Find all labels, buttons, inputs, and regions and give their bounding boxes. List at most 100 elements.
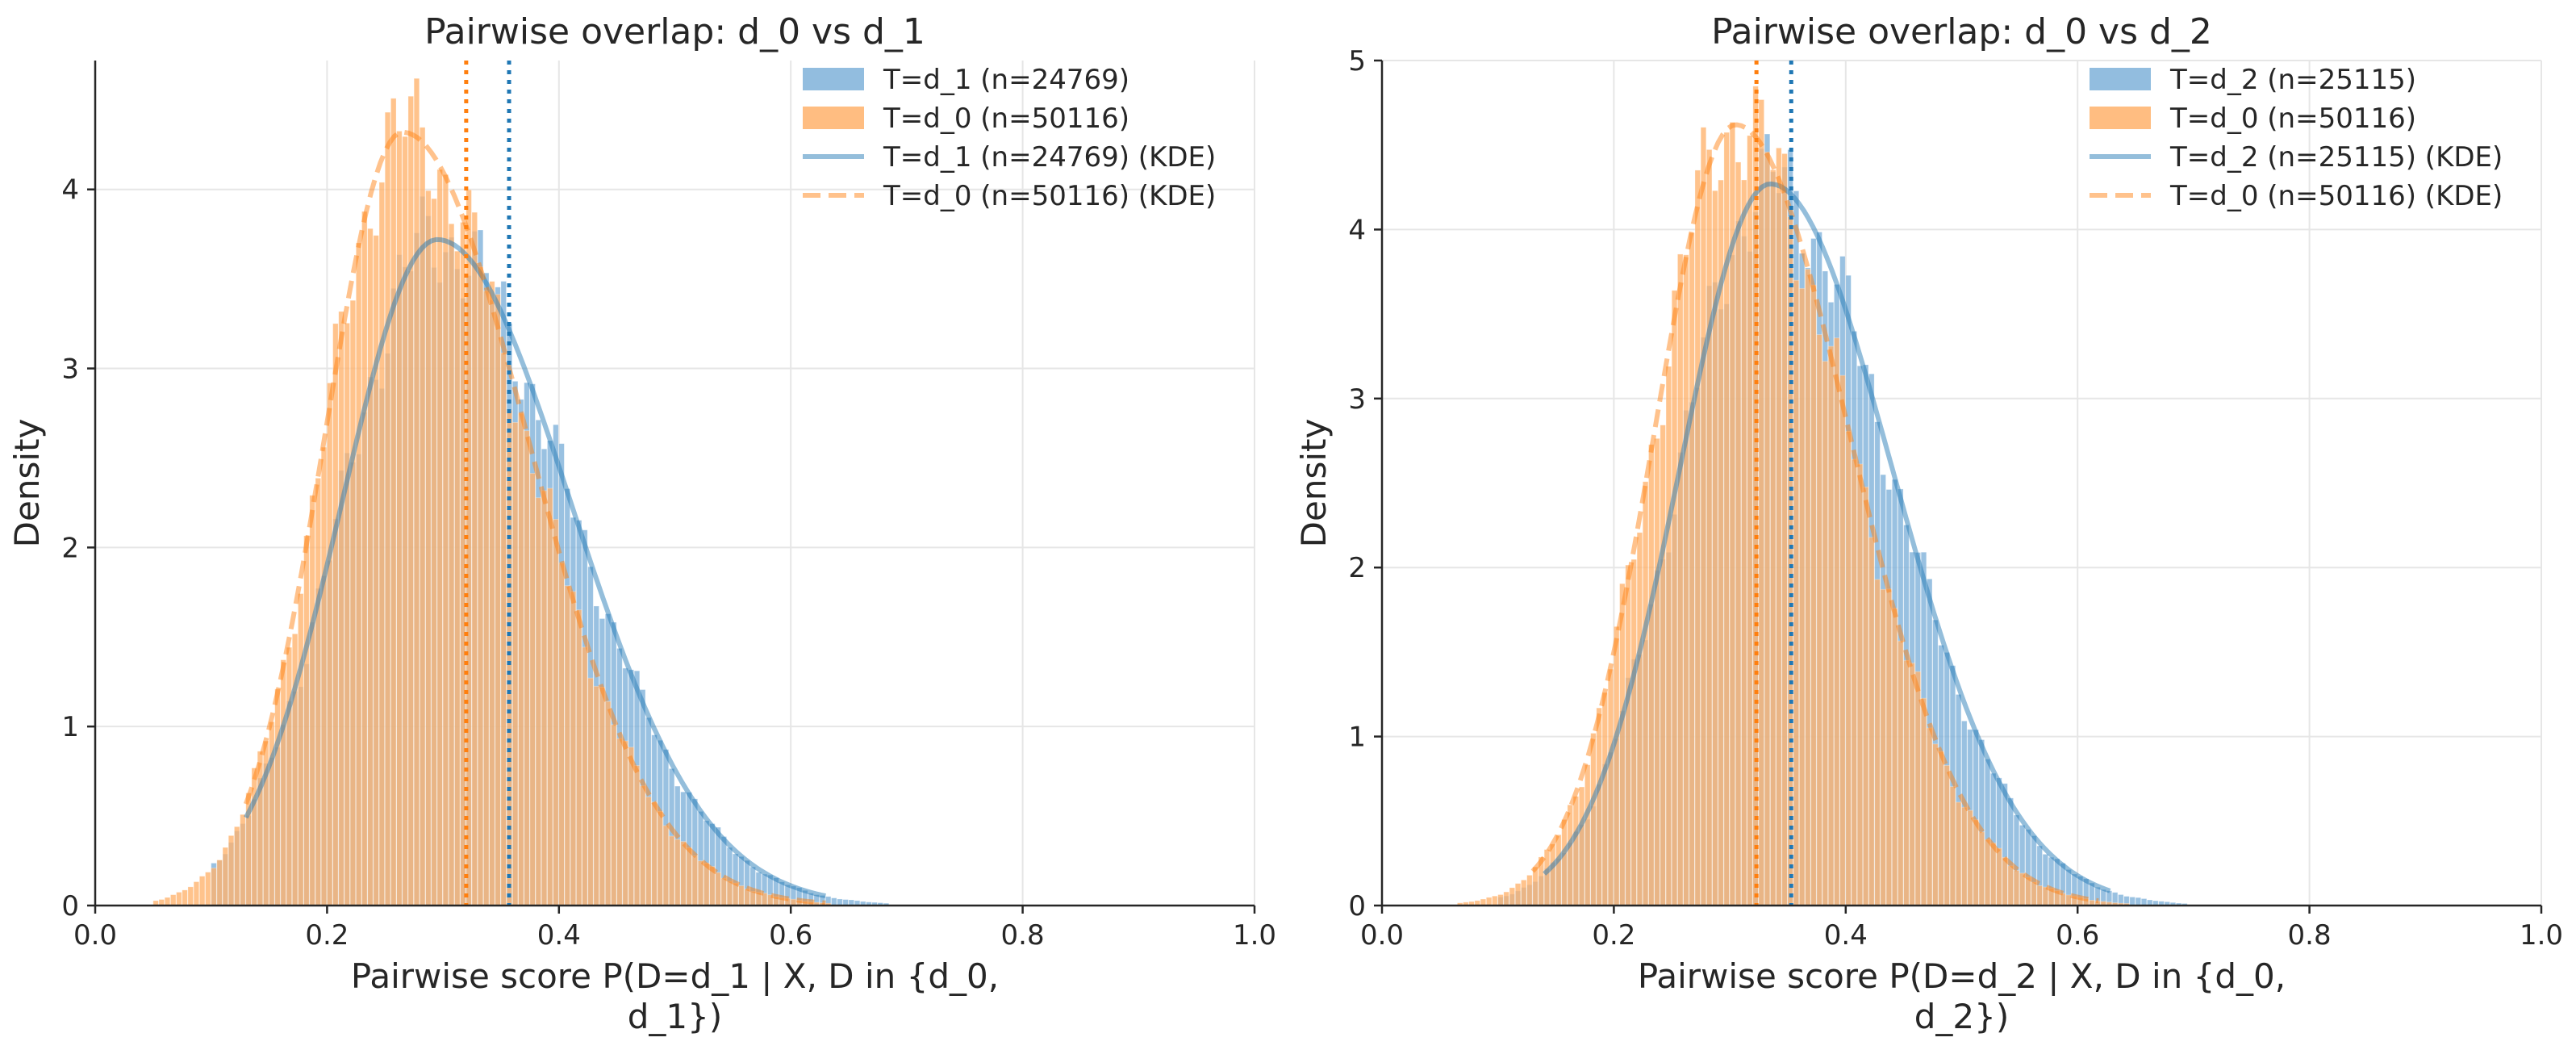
- histogram-bar-control: [2002, 856, 2008, 906]
- histogram-bar-control: [686, 847, 692, 906]
- y-tick-label: 1: [1348, 722, 1366, 754]
- histogram-bar-control: [1509, 887, 1516, 906]
- histogram-bar-control: [1891, 608, 1898, 906]
- histogram-bar-control: [2060, 893, 2066, 906]
- histogram-bar-control: [1590, 733, 1597, 906]
- histogram-bar-control: [315, 478, 322, 906]
- x-tick-label: 1.0: [2520, 919, 2563, 952]
- y-tick-label: 2: [61, 532, 79, 564]
- y-tick-label: 2: [1348, 552, 1366, 584]
- histogram-bar-control: [604, 701, 612, 906]
- histogram-bar-control: [1601, 692, 1609, 906]
- legend-label: T=d_1 (n=24769): [883, 64, 1129, 96]
- histogram-bar-treated: [831, 897, 837, 906]
- histogram-bar-control: [1543, 849, 1551, 906]
- histogram-bar-control: [2019, 872, 2026, 906]
- histogram-bar-control: [1532, 866, 1539, 906]
- y-axis-label: Density: [7, 419, 47, 548]
- x-tick-label: 0.2: [1592, 919, 1635, 952]
- histogram-bar-control: [1578, 786, 1585, 906]
- y-tick-label: 3: [61, 353, 79, 386]
- histogram-bar-control: [1885, 588, 1893, 906]
- y-tick-label: 1: [61, 711, 79, 743]
- x-tick-label: 1.0: [1233, 919, 1276, 952]
- chart-panel-1: 0.0 0.2 0.4 0.6 0.8 1.0 0 1 2 3 4 Pairwise overlap:…: [7, 11, 1276, 1036]
- legend-swatch-control: [2090, 107, 2151, 129]
- histogram-bar-control: [240, 814, 246, 906]
- histogram-bar-control: [187, 886, 194, 906]
- histogram-bar-control: [355, 242, 362, 906]
- histogram-bar-control: [1561, 819, 1568, 906]
- x-tick-label: 0.8: [2288, 919, 2332, 952]
- histogram-bar-control: [495, 294, 501, 906]
- histogram-bar-control: [738, 885, 745, 906]
- histogram-bar-control: [1572, 796, 1580, 906]
- x-axis-label: d_2}): [1914, 997, 2010, 1036]
- histogram-bar-control: [500, 352, 507, 906]
- y-tick-label: 0: [1348, 890, 1366, 922]
- histogram-bar-control: [1856, 463, 1864, 906]
- histogram-bar-control: [1949, 786, 1956, 906]
- histogram-bar-control: [651, 801, 658, 906]
- x-tick-label: 0.4: [537, 919, 581, 952]
- histogram-bar-control: [558, 563, 565, 906]
- kde-curve-control: [243, 129, 826, 906]
- histogram-bar-control: [1567, 804, 1573, 906]
- histogram-bar-control: [616, 738, 623, 906]
- histogram-bar-control: [425, 190, 432, 906]
- histogram-bar-control: [715, 872, 721, 906]
- histogram-bar-control: [1677, 253, 1684, 906]
- histogram-bar-control: [622, 740, 628, 906]
- histogram-bar-control: [216, 860, 223, 906]
- legend-label: T=d_0 (n=50116): [2169, 102, 2416, 135]
- histogram-bar-control: [303, 535, 310, 906]
- histogram-bar-control: [1706, 149, 1713, 906]
- histogram-bar-control: [280, 659, 286, 906]
- x-tick-label: 0.4: [1824, 919, 1868, 952]
- histogram-bar-control: [1862, 487, 1869, 906]
- histogram-bar-control: [1903, 659, 1910, 906]
- histogram-bar-control: [1689, 232, 1695, 906]
- histogram-bar-control: [1880, 588, 1886, 906]
- histogram-bar-control: [1596, 707, 1602, 906]
- histogram-bar-control: [1920, 697, 1927, 906]
- histogram-bar-control: [1549, 843, 1556, 906]
- histogram-bar-control: [442, 174, 449, 906]
- histogram-bar-control: [1978, 831, 1985, 906]
- histogram-bar-control: [633, 765, 641, 906]
- histogram-bar-control: [524, 430, 530, 906]
- histogram-bar-control: [1485, 897, 1493, 906]
- y-tick-label: 4: [1348, 214, 1366, 246]
- histogram-bar-control: [1781, 153, 1788, 906]
- histogram-bar-control: [1630, 558, 1637, 906]
- histogram-bar-control: [529, 473, 536, 906]
- histogram-bar-control: [662, 825, 670, 906]
- histogram-bar-control: [744, 889, 750, 906]
- x-axis-label: Pairwise score P(D=d_1 | X, D in {d_0,: [351, 956, 999, 996]
- histogram-bar-control: [628, 747, 635, 906]
- histogram-bar-control: [1741, 179, 1747, 906]
- chart-title: Pairwise overlap: d_0 vs d_1: [424, 11, 925, 52]
- histogram-bar-control: [1636, 532, 1643, 906]
- histogram-bar-control: [639, 785, 646, 906]
- histogram-bar-control: [1839, 374, 1846, 906]
- histogram-bar-control: [749, 891, 756, 906]
- histogram-bar-control: [1660, 425, 1666, 906]
- histogram-bar-control: [2036, 885, 2043, 906]
- histogram-bar-control: [1990, 843, 1997, 906]
- histogram-bar-control: [1898, 640, 1904, 906]
- kde-curve-treated: [1543, 181, 2111, 893]
- histogram-bar-control: [1787, 216, 1793, 906]
- histogram-bar-control: [471, 211, 478, 906]
- histogram-bar-control: [1932, 743, 1939, 906]
- histogram-bar-control: [575, 609, 582, 906]
- histogram-bar-control: [2013, 870, 2020, 906]
- histogram-bar-control: [1822, 361, 1829, 906]
- histogram-bar-control: [309, 495, 315, 906]
- histogram-bar-control: [674, 839, 681, 906]
- histogram-bar-control: [205, 872, 211, 906]
- histogram-bar-control: [1851, 458, 1857, 906]
- histogram-bar-control: [1654, 437, 1660, 906]
- histogram-bar-control: [611, 724, 617, 906]
- histogram-bar-control: [1798, 287, 1806, 906]
